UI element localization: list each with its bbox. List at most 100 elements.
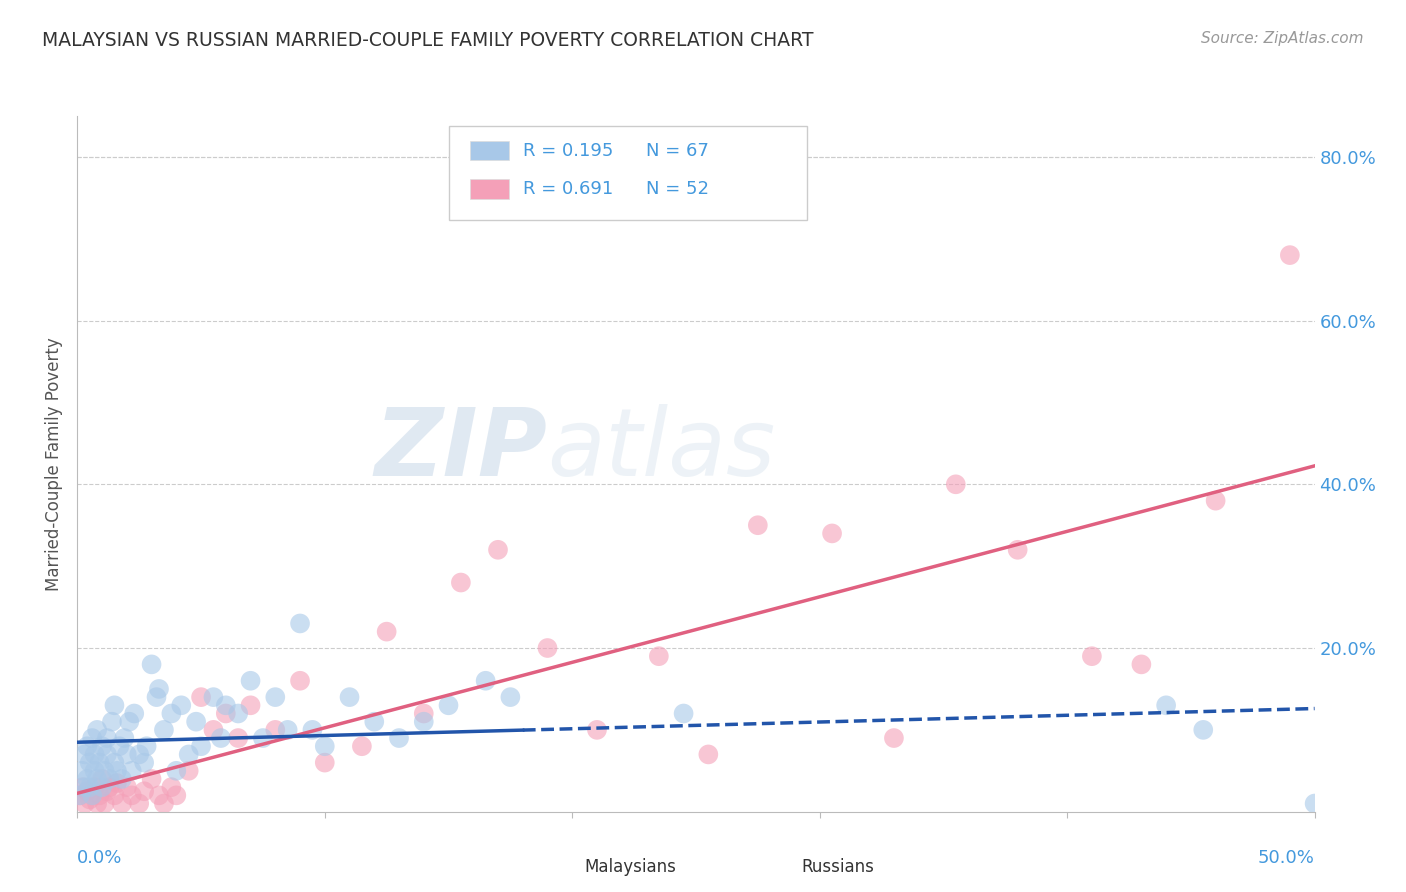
FancyBboxPatch shape xyxy=(752,857,792,878)
Point xyxy=(288,616,311,631)
Point xyxy=(105,776,128,790)
Point xyxy=(697,747,720,762)
Point xyxy=(375,624,398,639)
Point xyxy=(82,789,104,803)
Point xyxy=(91,772,114,786)
Point xyxy=(86,723,108,737)
Point xyxy=(76,739,98,754)
Text: 0.0%: 0.0% xyxy=(77,848,122,866)
Point xyxy=(363,714,385,729)
Text: N = 52: N = 52 xyxy=(647,180,710,198)
Point xyxy=(82,789,104,803)
Point xyxy=(160,706,183,721)
Point xyxy=(215,706,238,721)
Point xyxy=(86,772,108,786)
Point xyxy=(128,797,150,811)
Point xyxy=(412,706,434,721)
Point xyxy=(122,706,145,721)
Point xyxy=(264,690,287,705)
Point xyxy=(79,792,101,806)
Point xyxy=(105,764,128,778)
Point xyxy=(314,756,336,770)
Point xyxy=(96,731,118,745)
Y-axis label: Married-Couple Family Poverty: Married-Couple Family Poverty xyxy=(45,337,63,591)
Point xyxy=(821,526,844,541)
Point xyxy=(73,780,96,794)
Point xyxy=(239,673,262,688)
Point xyxy=(190,690,212,705)
Point xyxy=(586,723,609,737)
Point xyxy=(141,657,163,672)
Point xyxy=(437,698,460,713)
Point xyxy=(672,706,695,721)
Point xyxy=(103,756,125,770)
Point xyxy=(1192,723,1215,737)
Point xyxy=(350,739,373,754)
Point xyxy=(83,780,105,794)
Point xyxy=(115,747,138,762)
Point xyxy=(1278,248,1301,262)
Point xyxy=(239,698,262,713)
Point xyxy=(153,797,176,811)
Text: Russians: Russians xyxy=(801,858,875,876)
Point xyxy=(83,764,105,778)
Point xyxy=(98,772,121,786)
Point xyxy=(69,789,91,803)
Point xyxy=(76,784,98,798)
Point xyxy=(118,714,141,729)
Point xyxy=(202,723,225,737)
Point xyxy=(170,698,193,713)
Point xyxy=(153,723,176,737)
Point xyxy=(747,518,769,533)
Point xyxy=(1303,797,1326,811)
Point xyxy=(96,784,118,798)
Point xyxy=(111,797,134,811)
Point xyxy=(72,764,94,778)
Point xyxy=(112,731,135,745)
Point xyxy=(945,477,967,491)
Text: ZIP: ZIP xyxy=(374,404,547,496)
Point xyxy=(1130,657,1153,672)
Point xyxy=(226,706,249,721)
Point xyxy=(73,797,96,811)
Point xyxy=(474,673,496,688)
Point xyxy=(190,739,212,754)
Point xyxy=(1007,542,1029,557)
Point xyxy=(388,731,411,745)
Text: atlas: atlas xyxy=(547,404,776,495)
Point xyxy=(76,772,98,786)
Point xyxy=(148,681,170,696)
Point xyxy=(72,780,94,794)
Point xyxy=(165,789,187,803)
Point xyxy=(115,780,138,794)
Point xyxy=(98,780,121,794)
Point xyxy=(145,690,167,705)
Point xyxy=(121,789,143,803)
Point xyxy=(82,731,104,745)
Point xyxy=(264,723,287,737)
Point xyxy=(108,739,131,754)
Point xyxy=(93,797,115,811)
Point xyxy=(134,784,156,798)
FancyBboxPatch shape xyxy=(470,179,509,199)
Point xyxy=(141,772,163,786)
Point xyxy=(1154,698,1177,713)
Point xyxy=(883,731,905,745)
Point xyxy=(91,739,114,754)
Text: MALAYSIAN VS RUSSIAN MARRIED-COUPLE FAMILY POVERTY CORRELATION CHART: MALAYSIAN VS RUSSIAN MARRIED-COUPLE FAMI… xyxy=(42,31,814,50)
Point xyxy=(301,723,323,737)
Point xyxy=(165,764,187,778)
Point xyxy=(73,747,96,762)
Text: R = 0.195: R = 0.195 xyxy=(523,142,613,160)
Point xyxy=(83,747,105,762)
Point xyxy=(339,690,361,705)
Point xyxy=(86,797,108,811)
Point xyxy=(89,789,111,803)
Point xyxy=(450,575,472,590)
Point xyxy=(177,764,200,778)
Text: Source: ZipAtlas.com: Source: ZipAtlas.com xyxy=(1201,31,1364,46)
Point xyxy=(121,764,143,778)
Text: N = 67: N = 67 xyxy=(647,142,710,160)
Text: R = 0.691: R = 0.691 xyxy=(523,180,613,198)
Point xyxy=(252,731,274,745)
